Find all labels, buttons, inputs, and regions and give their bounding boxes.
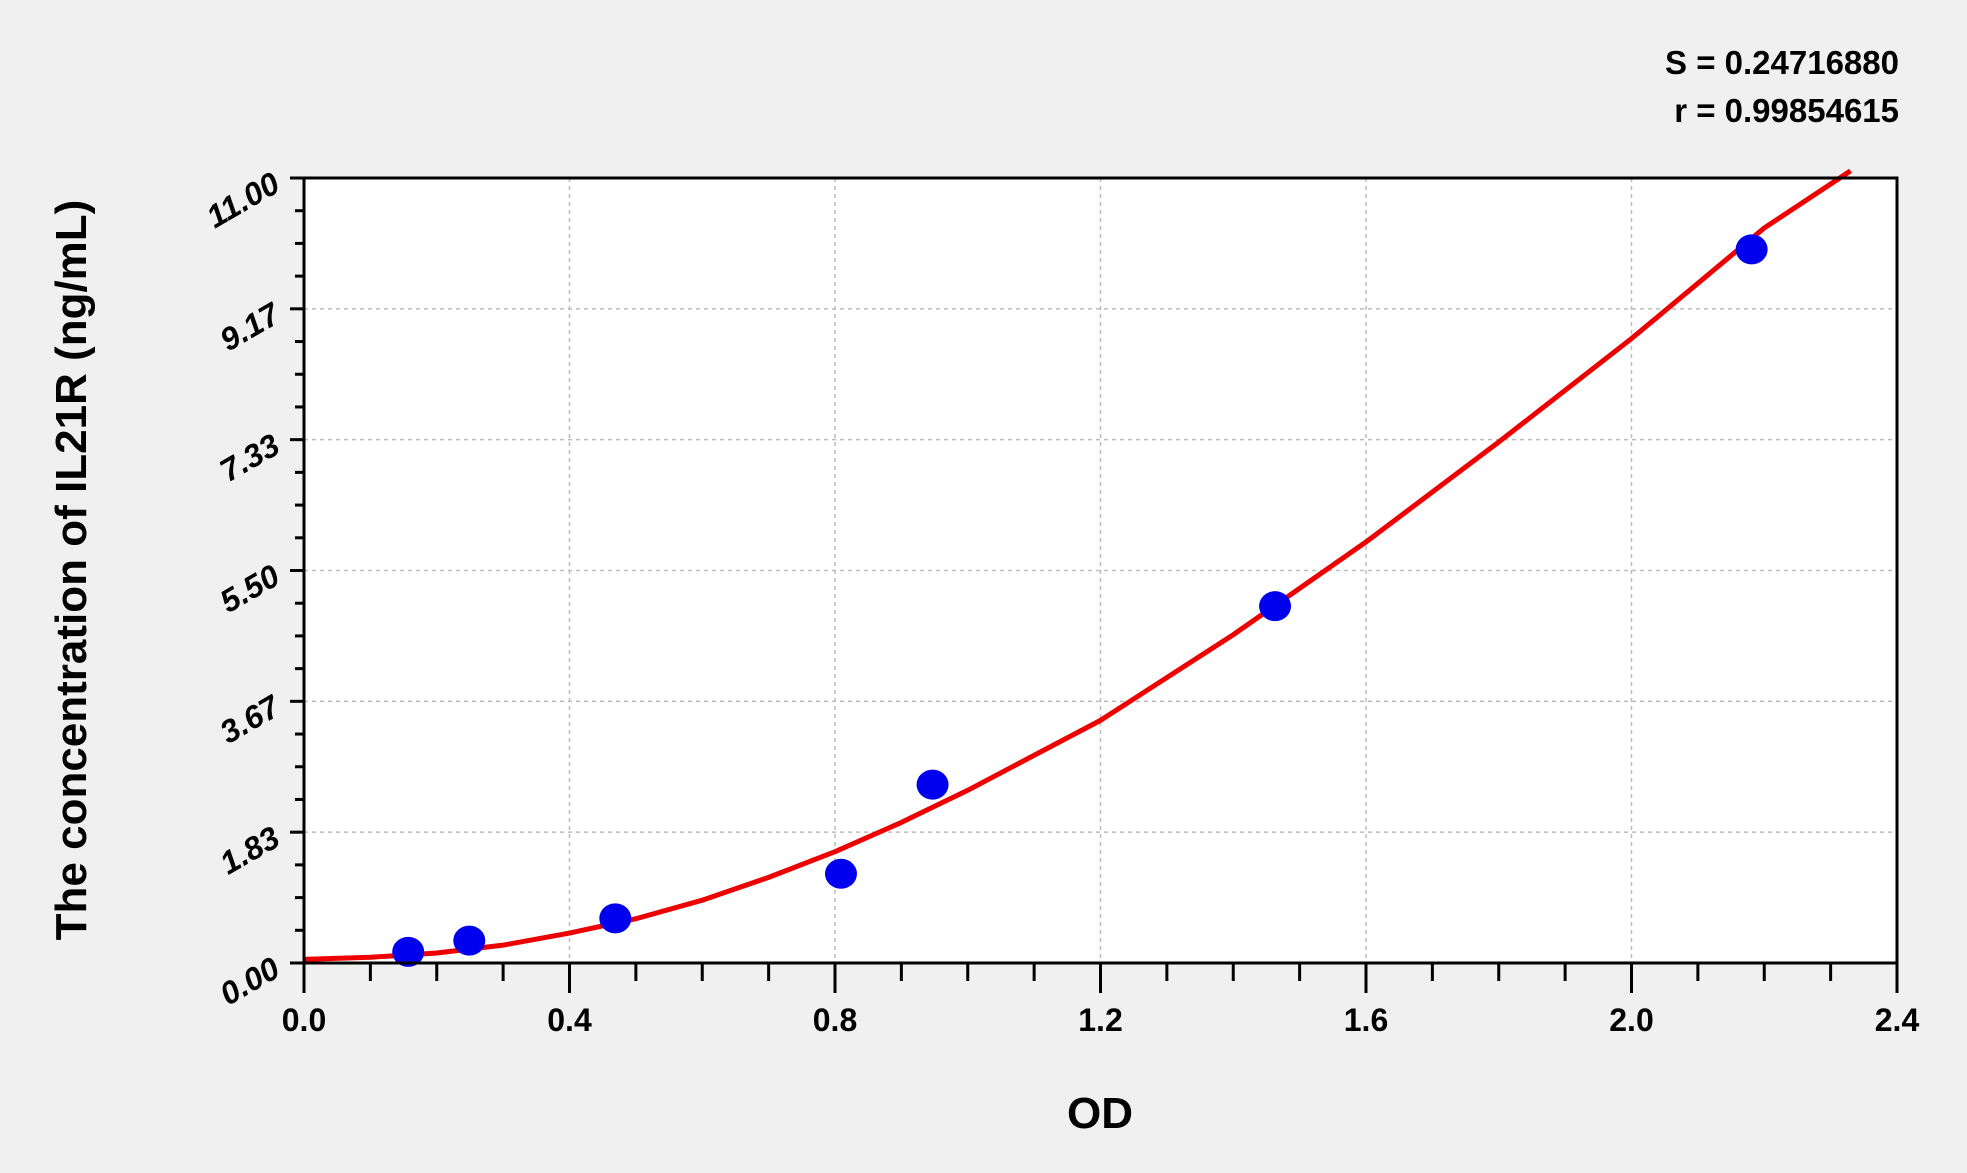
y-tick-label: 11.00 [200, 165, 285, 235]
plot-border [302, 176, 1899, 965]
y-tick-label: 9.17 [214, 295, 288, 358]
data-point [453, 925, 486, 956]
y-tick-label: 3.67 [214, 687, 288, 750]
ticks [290, 176, 1899, 993]
fit-curve [303, 168, 1852, 962]
grid [304, 178, 1897, 963]
y-tick-label: 5.50 [214, 557, 286, 619]
x-tick-labels: 0.0 0.4 0.8 1.2 1.6 2.0 2.4 [282, 1002, 1920, 1038]
x-axis-label: OD [1067, 1089, 1133, 1138]
y-tick-label: 7.33 [214, 426, 286, 488]
y-tick-label: 1.83 [214, 819, 286, 881]
x-tick-label: 2.4 [1875, 1002, 1920, 1038]
y-axis-label: The concentration of IL21R (ng/mL) [47, 200, 96, 941]
stat-s: S = 0.24716880 [1665, 44, 1899, 81]
x-tick-label: 1.2 [1078, 1002, 1122, 1038]
x-tick-label: 0.8 [813, 1002, 857, 1038]
data-point [1735, 234, 1768, 265]
data-point [916, 769, 949, 800]
data-point [392, 936, 425, 967]
x-tick-label: 1.6 [1344, 1002, 1388, 1038]
fit-curve-group [303, 168, 1852, 962]
stat-r: r = 0.99854615 [1674, 92, 1899, 129]
x-tick-label: 0.0 [282, 1002, 326, 1038]
data-point [599, 903, 632, 934]
x-tick-label: 0.4 [547, 1002, 592, 1038]
data-points [392, 234, 1768, 967]
data-point [1259, 591, 1292, 622]
y-tick-labels: 0.00 1.83 3.67 5.50 7.33 9.17 11.00 [200, 165, 287, 1012]
data-point [824, 858, 857, 889]
y-tick-label: 0.00 [214, 950, 286, 1012]
x-tick-label: 2.0 [1609, 1002, 1653, 1038]
